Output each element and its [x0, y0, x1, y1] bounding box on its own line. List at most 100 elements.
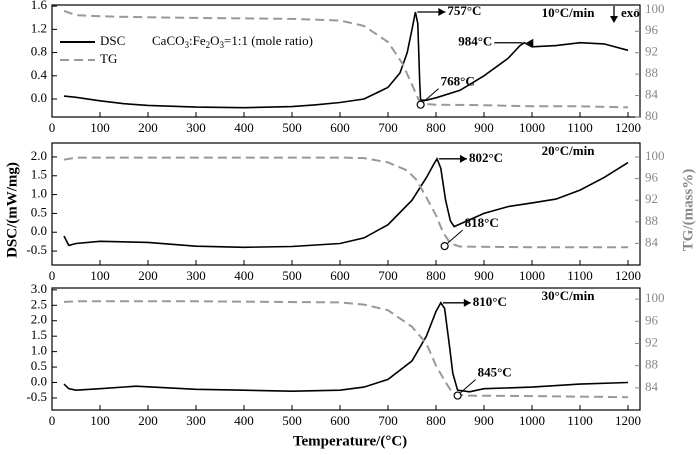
y-tick-label: 0.4	[31, 67, 48, 82]
plot-frame	[51, 287, 641, 411]
leader-line	[423, 88, 439, 103]
y2-tick-label: 100	[645, 1, 665, 16]
arrow-head	[438, 7, 446, 16]
y-tick-label: 0.5	[31, 358, 47, 373]
x-tick-label: 600	[330, 268, 350, 283]
dsc-line	[63, 301, 629, 393]
y-tick-label: 2.0	[31, 148, 47, 163]
x-tick-label: 1200	[615, 413, 641, 428]
x-tick-label: 300	[186, 268, 206, 283]
y2-tick-label: 100	[645, 148, 665, 163]
y2-tick-label: 88	[645, 357, 658, 372]
y2-tick-label: 88	[645, 65, 658, 80]
y2-tick-label: 100	[645, 290, 665, 305]
point-label: 818°C	[465, 215, 499, 230]
x-tick-label: 800	[426, 120, 446, 135]
heating-rate: 30°C/min	[542, 288, 596, 303]
point-marker	[440, 242, 449, 251]
y-tick-label: 1.5	[31, 167, 47, 182]
x-tick-label: 500	[282, 413, 302, 428]
x-tick-label: 300	[186, 413, 206, 428]
x-tick-label: 0	[49, 413, 56, 428]
y-tick-label: -0.5	[26, 242, 47, 257]
point-marker	[416, 100, 425, 109]
y2-tick-label: 80	[645, 108, 658, 123]
x-tick-label: 1000	[519, 268, 545, 283]
legend-note-part: O	[210, 33, 219, 48]
y2-tick-label: 88	[645, 213, 658, 228]
arrow-head	[463, 298, 471, 307]
x-tick-label: 1100	[567, 120, 593, 135]
x-tick-label: 200	[138, 120, 158, 135]
x-tick-label: 200	[138, 413, 158, 428]
x-tick-label: 1000	[519, 120, 545, 135]
leader-line	[447, 229, 463, 244]
y2-tick-label: 96	[645, 312, 659, 327]
dsc-line	[63, 11, 629, 109]
x-tick-label: 200	[138, 268, 158, 283]
x-tick-label: 100	[90, 268, 110, 283]
legend-label: TG	[100, 51, 117, 66]
leader-line	[460, 379, 476, 393]
y2-tick-label: 84	[645, 379, 659, 394]
x-tick-label: 800	[426, 413, 446, 428]
legend-note-part: 3	[220, 40, 225, 50]
x-tick-label: 900	[474, 268, 494, 283]
plot-frame	[51, 142, 641, 266]
point-label: 768°C	[441, 74, 475, 89]
x-tick-label: 400	[234, 268, 254, 283]
exo-label: exo	[621, 5, 640, 20]
y-tick-label: 1.0	[31, 186, 47, 201]
legend-note-part: =1:1 (mole ratio)	[224, 33, 313, 48]
y-tick-label: 1.5	[31, 327, 47, 342]
x-tick-label: 600	[330, 120, 350, 135]
y-tick-label: 1.0	[31, 343, 47, 358]
x-tick-label: 0	[49, 120, 56, 135]
dsc-line	[63, 157, 629, 249]
x-tick-label: 400	[234, 413, 254, 428]
y-axis-label: DSC/(mW/mg)	[4, 162, 20, 258]
heating-rate: 10°C/min	[542, 5, 596, 20]
y2-tick-label: 96	[645, 22, 659, 37]
y-tick-label: 3.0	[31, 281, 47, 296]
x-tick-label: 700	[378, 413, 398, 428]
y-tick-label: 1.2	[31, 20, 47, 35]
x-tick-label: 500	[282, 268, 302, 283]
x-tick-label: 1100	[567, 413, 593, 428]
tg-line	[63, 156, 628, 249]
legend-note-part: 3	[185, 40, 190, 50]
peak-label: 757°C	[447, 3, 481, 18]
x-tick-label: 500	[282, 120, 302, 135]
x-tick-label: 800	[426, 268, 446, 283]
arrow-head	[610, 16, 618, 23]
legend-label: DSC	[100, 33, 125, 48]
y-tick-label: 2.0	[31, 312, 47, 327]
legend-note-part: :Fe	[189, 33, 206, 48]
y2-tick-label: 84	[645, 234, 659, 249]
y2-tick-label: 92	[645, 334, 658, 349]
heating-rate: 20°C/min	[542, 143, 596, 158]
x-axis-label: Temperature/(°C)	[293, 433, 407, 449]
y-tick-label: 0.0	[31, 90, 47, 105]
y-tick-label: 1.6	[31, 0, 48, 12]
legend-note-part: 2	[206, 40, 211, 50]
x-tick-label: 700	[378, 120, 398, 135]
x-tick-label: 900	[474, 120, 494, 135]
y-tick-label: 0.5	[31, 204, 47, 219]
x-tick-label: 1100	[567, 268, 593, 283]
tg-line	[63, 9, 629, 109]
y2-tick-label: 92	[645, 191, 658, 206]
plot-frame	[51, 4, 641, 118]
peak-label: 984°C	[458, 34, 492, 49]
y-tick-label: 0.0	[31, 223, 47, 238]
legend-note-part: CaCO	[152, 33, 185, 48]
x-tick-label: 1000	[519, 413, 545, 428]
y-tick-label: 0.0	[31, 373, 47, 388]
y2-tick-label: 92	[645, 44, 658, 59]
x-tick-label: 100	[90, 413, 110, 428]
x-tick-label: 300	[186, 120, 206, 135]
x-tick-label: 1200	[615, 268, 641, 283]
x-tick-label: 1200	[615, 120, 641, 135]
point-label: 845°C	[478, 365, 512, 380]
